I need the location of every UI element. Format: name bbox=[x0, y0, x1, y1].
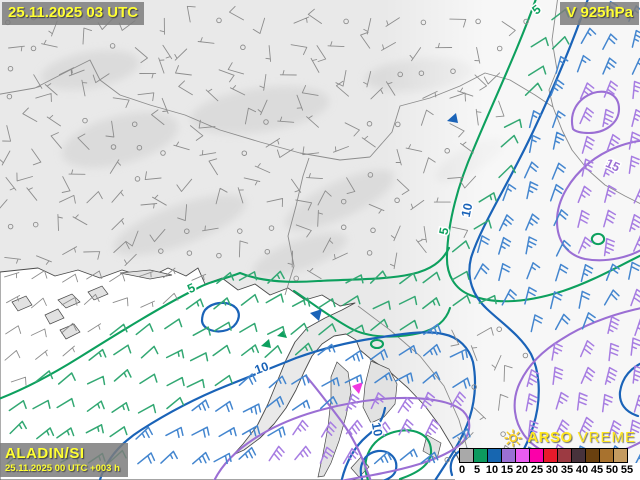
legend-value: 40 bbox=[575, 464, 589, 476]
legend-value: 30 bbox=[545, 464, 559, 476]
island bbox=[44, 308, 65, 325]
country-border bbox=[0, 59, 371, 161]
country-border bbox=[369, 72, 554, 158]
contour-label: 10 bbox=[459, 202, 476, 219]
legend-value: 25 bbox=[530, 464, 544, 476]
island bbox=[11, 295, 33, 312]
logo-brand: VREME bbox=[577, 429, 636, 446]
legend-swatch bbox=[501, 448, 516, 463]
legend-value: 55 bbox=[620, 464, 634, 476]
wind-barbs-15ms bbox=[268, 80, 640, 465]
legend-swatch bbox=[585, 448, 600, 463]
legend-swatch bbox=[571, 448, 586, 463]
legend-values: 0 5 10 15 20 25 30 35 40 45 50 55 bbox=[455, 463, 640, 480]
legend-swatches bbox=[459, 448, 639, 463]
legend-value: 45 bbox=[590, 464, 604, 476]
legend-value: 35 bbox=[560, 464, 574, 476]
wind-speed-legend: 0 5 10 15 20 25 30 35 40 45 50 55 bbox=[455, 448, 640, 480]
logo-agency: ARSO bbox=[527, 429, 573, 446]
legend-value: 5 bbox=[473, 464, 481, 476]
legend-swatch bbox=[487, 448, 502, 463]
model-info-box: ALADIN/SI 25.11.2025 00 UTC +003 h bbox=[0, 443, 128, 477]
legend-swatch bbox=[543, 448, 558, 463]
country-border bbox=[284, 157, 310, 296]
legend-value: 20 bbox=[515, 464, 529, 476]
legend-swatch bbox=[515, 448, 530, 463]
wind-barbs-weak bbox=[0, 5, 516, 463]
field-level-label: V 925hPa bbox=[560, 2, 639, 25]
contour-label: 10 bbox=[253, 359, 271, 377]
legend-swatch bbox=[473, 448, 488, 463]
legend-swatch bbox=[599, 448, 614, 463]
contour-label: 10 bbox=[369, 421, 385, 437]
legend-swatch bbox=[529, 448, 544, 463]
legend-swatch bbox=[459, 448, 474, 463]
legend-value: 15 bbox=[500, 464, 514, 476]
legend-value: 0 bbox=[458, 464, 466, 476]
isotach-20-glyph bbox=[352, 382, 363, 394]
valid-time-label: 25.11.2025 03 UTC bbox=[2, 2, 145, 25]
legend-swatch bbox=[557, 448, 572, 463]
wind-barbs-5ms bbox=[6, 8, 570, 465]
legend-value: 10 bbox=[485, 464, 499, 476]
legend-value: 50 bbox=[605, 464, 619, 476]
arso-vreme-logo: ARSO VREME bbox=[504, 427, 636, 448]
model-run-label: 25.11.2025 00 UTC +003 h bbox=[5, 462, 120, 474]
sun-icon bbox=[504, 428, 523, 447]
legend-swatch bbox=[613, 448, 628, 463]
model-name: ALADIN/SI bbox=[5, 445, 85, 463]
